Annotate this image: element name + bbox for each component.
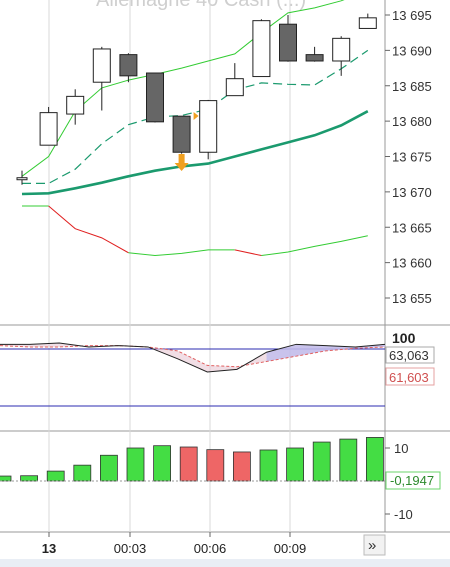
time-tick-label: 00:06 [194,541,227,556]
candle-body[interactable] [305,54,324,62]
signal-line [0,345,386,368]
candle-body[interactable] [119,54,138,77]
histogram-bar [46,470,65,482]
histogram-bar [153,445,172,482]
histogram-bar [73,464,92,482]
histogram-bar [206,449,225,482]
osc-value-box-1 [385,346,435,364]
hist-tick-label: 10 [394,441,408,456]
osc-fill-blue [266,344,385,362]
time-tick-label: 00:09 [274,541,307,556]
histogram-bar [100,454,118,482]
histogram-bar [20,475,39,482]
histogram-bar [312,441,331,482]
price-tick-label: 13 670 [392,185,432,200]
candles[interactable] [16,13,377,185]
candle[interactable] [39,106,58,146]
price-tick-label: 13 685 [392,79,432,94]
candle-body[interactable] [279,23,297,62]
histogram-bar [126,447,145,482]
histogram-bar [259,449,278,482]
grid [48,0,291,532]
price-tick-label: 13 665 [392,220,432,235]
osc-value-2: 61,603 [389,370,429,385]
scroll-right-button[interactable] [363,534,386,556]
candle[interactable] [172,115,191,154]
candle-body[interactable] [252,20,271,78]
bollinger-bands [21,0,369,257]
chart-title: Allemagne 40 Cash (...) [96,0,306,11]
price-tick-label: 13 655 [392,291,432,306]
hist-tick-label: -10 [394,507,413,522]
histogram-bar [179,446,198,482]
candle[interactable] [225,63,244,97]
candle[interactable] [92,46,111,111]
band-lower-line [128,249,235,257]
histogram-panel [0,437,385,482]
osc-value-1: 63,063 [389,348,429,363]
histogram-bar [286,447,305,482]
histogram-bar [365,437,384,482]
double-chevron-right-icon: » [368,537,376,554]
price-tick-label: 13 660 [392,256,432,271]
oscillator-panel [0,342,386,407]
candle-body[interactable] [332,37,351,62]
candle[interactable] [332,36,351,76]
candle-body[interactable] [66,95,85,115]
bottom-toolbar [0,559,450,567]
candle[interactable] [358,13,377,29]
candle[interactable] [279,15,297,62]
candle-body[interactable] [39,112,58,146]
candle-body[interactable] [199,100,218,153]
candle-body[interactable] [16,177,28,181]
price-tick-label: 13 675 [392,150,432,165]
hist-value: -0,1947 [390,473,434,488]
marker-arrow-icon [193,112,199,120]
histogram-bar [339,438,358,482]
candle[interactable] [305,46,324,62]
time-tick-label: 00:03 [114,541,147,556]
histogram-bar [232,451,251,482]
candle[interactable] [252,19,271,78]
macd-line [0,342,386,373]
time-tick-label: 13 [42,541,56,556]
candle[interactable] [199,99,218,160]
price-tick-label: 13 690 [392,43,432,58]
candle[interactable] [119,53,138,83]
candle[interactable] [16,170,28,185]
candle[interactable] [66,89,85,125]
candle-body[interactable] [92,48,111,83]
osc-tick-label: 100 [392,330,416,346]
moving-average-line [21,110,369,196]
band-upper-line [21,0,345,177]
price-tick-label: 13 695 [392,8,432,23]
hist-value-box [385,471,441,490]
candle-body[interactable] [358,17,377,29]
band-lower-line [48,205,129,254]
price-tick-label: 13 680 [392,114,432,129]
dashed-average-line [22,49,369,184]
histogram-bar [0,475,12,482]
candle-body[interactable] [172,115,191,153]
axes: 13 695 13 690 13 685 13 680 13 675 13 670 13 6… [42,8,432,556]
candle-body[interactable] [146,72,164,123]
band-lower-line [234,249,262,257]
band-lower-line [261,235,368,257]
candle-body[interactable] [225,78,244,97]
candle[interactable] [146,72,164,123]
osc-value-box-2 [385,367,435,386]
down-arrow-icon [174,154,189,171]
